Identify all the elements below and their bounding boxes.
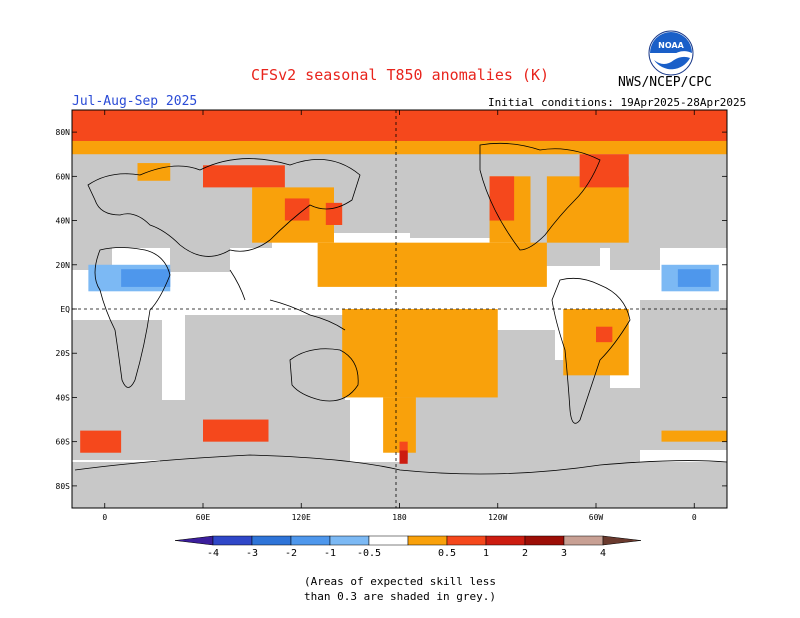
anomaly-region-1 (72, 110, 727, 141)
map-title: CFSv2 seasonal T850 anomalies (K) (250, 66, 549, 84)
colorbar-label: 0.5 (438, 548, 456, 559)
anomaly-region-13 (489, 176, 515, 221)
anomaly-region-15 (579, 154, 629, 188)
anomaly-region-18 (203, 419, 269, 442)
colorbar-segment (368, 535, 409, 546)
colorbar-segment (563, 535, 604, 546)
anomaly-region-6 (325, 202, 343, 225)
colorbar-segment (407, 535, 448, 546)
footnote-line-2: than 0.3 are shaded in grey.) (303, 590, 497, 603)
lon-label: 60W (589, 513, 604, 522)
anomaly-region-5 (284, 198, 310, 221)
lon-label: 120W (488, 513, 507, 522)
anomaly-region-8 (342, 309, 498, 398)
lat-label: 40S (56, 393, 71, 402)
lat-label: 40N (56, 217, 71, 226)
colorbar-segment (290, 535, 331, 546)
colorbar-segment (524, 535, 565, 546)
season-label: Jul-Aug-Sep 2025 (72, 94, 198, 109)
colorbar-label: -0.5 (357, 548, 381, 559)
noaa-logo-text: NOAA (658, 41, 684, 50)
anomaly-region-7 (317, 242, 547, 287)
lat-label: EQ (60, 305, 70, 314)
colorbar-label: 3 (561, 548, 567, 559)
colorbar-segment (446, 535, 487, 546)
colorbar-arrow-high (602, 535, 642, 546)
lat-label: 60S (56, 438, 71, 447)
colorbar-label: -1 (324, 548, 336, 559)
anomaly-region-22 (121, 269, 171, 287)
lon-label: 120E (292, 513, 311, 522)
anomaly-region-19 (80, 430, 122, 453)
anomaly-regions (72, 110, 727, 464)
agency-label: NWS/NCEP/CPC (618, 75, 712, 90)
anomaly-region-24 (677, 269, 711, 287)
lat-label: 20S (56, 349, 71, 358)
colorbar: -4 -3 -2 -1 -0.5 0.5 1 2 3 4 (174, 535, 642, 559)
noaa-logo: NOAA (648, 30, 694, 76)
colorbar-label: -4 (207, 548, 219, 559)
lon-label: 0 (102, 513, 107, 522)
lat-label: 20N (56, 261, 71, 270)
colorbar-segment (251, 535, 292, 546)
map-plot-area (72, 110, 727, 508)
anomaly-region-17 (596, 326, 613, 343)
lat-label: 80N (56, 128, 71, 137)
colorbar-segment (212, 535, 253, 546)
footnote-line-1: (Areas of expected skill less (303, 575, 497, 588)
colorbar-label: 1 (483, 548, 489, 559)
anomaly-region-2 (137, 163, 171, 181)
lat-label: 80S (56, 482, 71, 491)
colorbar-label: -3 (246, 548, 258, 559)
colorbar-label: 2 (522, 548, 528, 559)
initial-conditions-label: Initial conditions: 19Apr2025-28Apr2025 (488, 96, 747, 109)
lon-label: 0 (692, 513, 697, 522)
anomaly-region-11 (399, 450, 408, 464)
lon-label: 60E (196, 513, 211, 522)
colorbar-segment (485, 535, 526, 546)
lon-label: 180 (392, 513, 407, 522)
longitude-axis: 0 60E 120E 180 120W 60W 0 (102, 110, 697, 522)
anomaly-region-20 (661, 430, 727, 442)
colorbar-label: -2 (285, 548, 297, 559)
anomaly-region-3 (203, 165, 285, 188)
colorbar-arrow-low (174, 535, 214, 546)
footnote: (Areas of expected skill less than 0.3 a… (0, 574, 800, 604)
lat-label: 60N (56, 172, 71, 181)
colorbar-label: 4 (600, 548, 606, 559)
latitude-axis: 80N 60N 40N 20N EQ 20S 40S 60S 80S (56, 128, 727, 491)
coastlines (74, 142, 727, 475)
colorbar-segment (329, 535, 370, 546)
